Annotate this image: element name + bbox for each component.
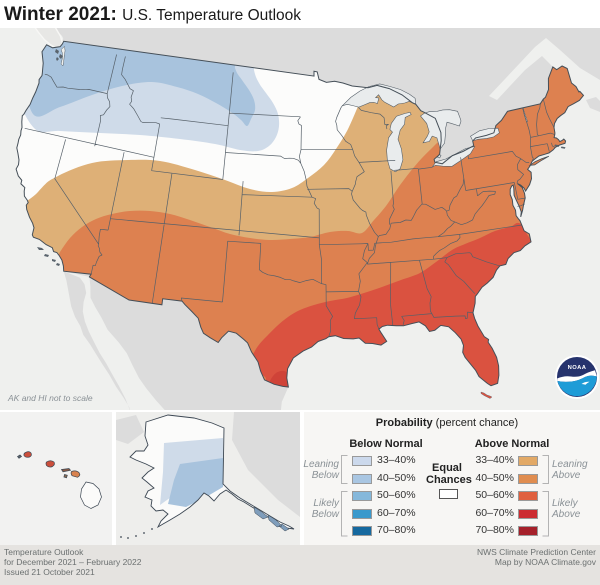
svg-text:NOAA: NOAA	[568, 365, 587, 371]
